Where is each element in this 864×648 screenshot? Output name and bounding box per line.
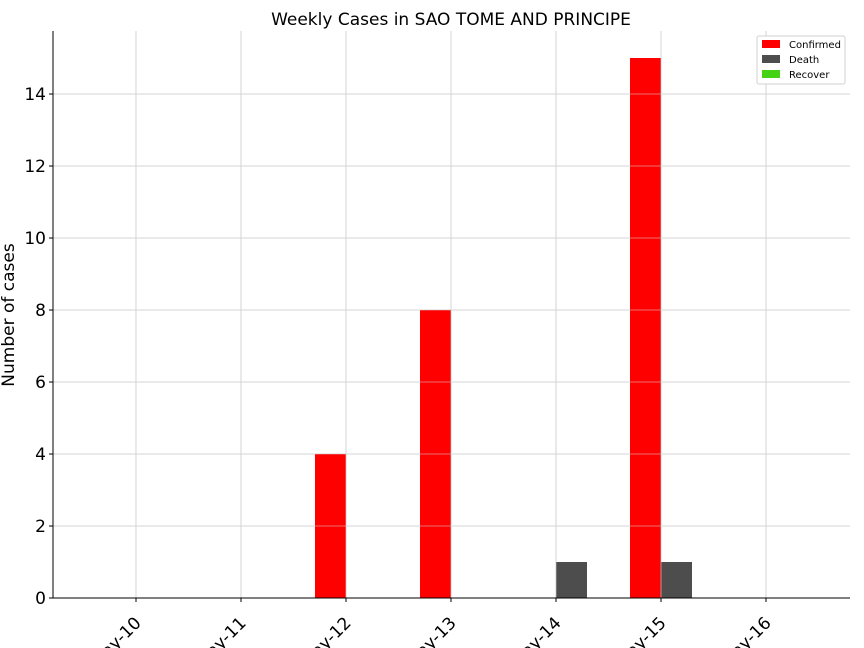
legend-label-confirmed: Confirmed — [789, 40, 841, 51]
x-tick-label: May-11 — [192, 613, 250, 648]
x-tick-label: May-12 — [297, 613, 355, 648]
y-tick-label: 4 — [35, 445, 46, 465]
legend-swatch-confirmed — [762, 40, 780, 48]
x-tick-label: May-14 — [507, 613, 565, 648]
axes — [49, 31, 850, 602]
grid — [53, 31, 850, 599]
y-axis-label: Number of cases — [0, 243, 19, 387]
y-ticks: 0 2 4 6 8 10 12 14 — [24, 85, 46, 609]
y-tick-label: 8 — [35, 301, 46, 321]
x-tick-label: May-10 — [87, 613, 145, 648]
legend-label-death: Death — [789, 55, 819, 66]
legend-label-recover: Recover — [789, 70, 830, 81]
bar-confirmed — [630, 58, 661, 598]
y-tick-label: 6 — [35, 373, 46, 393]
x-tick-label: May-15 — [612, 613, 670, 648]
y-tick-label: 12 — [24, 157, 46, 177]
y-tick-label: 14 — [24, 85, 46, 105]
y-tick-label: 0 — [35, 589, 46, 609]
y-tick-label: 2 — [35, 517, 46, 537]
legend: Confirmed Death Recover — [756, 35, 846, 85]
chart-title: Weekly Cases in SAO TOME AND PRINCIPE — [271, 10, 631, 30]
y-tick-label: 10 — [24, 229, 46, 249]
legend-swatch-death — [762, 55, 780, 63]
x-ticks: May-10 May-11 May-12 May-13 May-14 May-15 May-… — [87, 613, 775, 648]
x-tick-label: May-13 — [402, 613, 460, 648]
bars — [53, 31, 850, 599]
legend-swatch-recover — [762, 70, 780, 78]
x-tick-label: May-16 — [717, 613, 775, 648]
bar-death — [556, 562, 587, 598]
bar-death — [661, 562, 692, 598]
